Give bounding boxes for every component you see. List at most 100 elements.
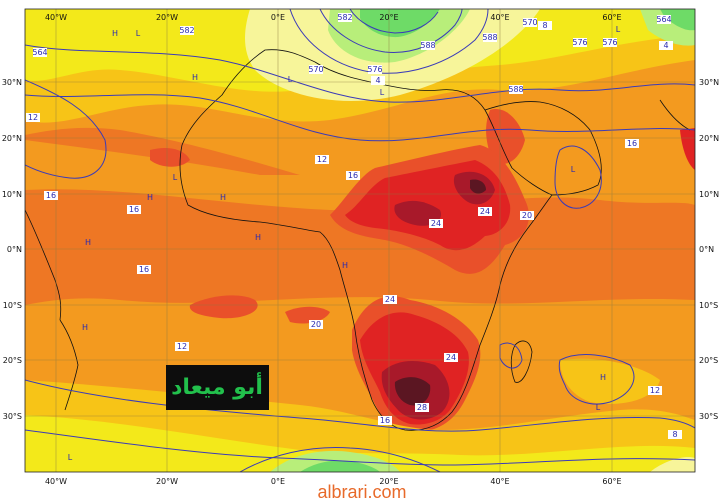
- pressure-mark: H: [112, 29, 118, 38]
- contour-label-bg: [429, 219, 443, 228]
- contour-label-text: 570: [522, 18, 537, 27]
- contour-label-text: 16: [139, 265, 149, 274]
- contour-labels: 564 570 582 588 576 588 576 582 588 564 570 576 12 12…: [26, 13, 682, 439]
- contour-label-text: 12: [28, 113, 38, 122]
- lat-label-right: 20°N: [699, 134, 719, 143]
- contour-label-text: 12: [317, 155, 327, 164]
- contour-label: 16: [378, 416, 392, 425]
- pressure-mark: H: [85, 238, 91, 247]
- contour-label-bg: [175, 342, 189, 351]
- contour-label: 24: [383, 295, 397, 304]
- contour-label-text: 20: [522, 211, 532, 220]
- contour-label: 582: [179, 26, 195, 35]
- color-fill-layer: [25, 9, 695, 472]
- pressure-mark: H: [600, 373, 606, 382]
- contour-label-text: 564: [656, 15, 671, 24]
- lat-label-left: 20°S: [3, 356, 22, 365]
- contour-label-bg: [378, 416, 392, 425]
- lon-label-top: 20°W: [156, 13, 178, 22]
- contour-label: 576: [602, 38, 618, 47]
- signature-badge-text: أبو ميعاد: [171, 371, 263, 400]
- pressure-mark: L: [596, 403, 601, 412]
- contour-label-text: 16: [348, 171, 358, 180]
- contour-label-bg: [368, 65, 382, 74]
- contour-label-text: 8: [542, 21, 547, 30]
- lon-label-bottom: 60°E: [602, 477, 621, 486]
- pressure-mark: L: [616, 25, 621, 34]
- longitude-labels-bottom: 40°W 20°W 0°E 20°E 40°E 60°E: [45, 477, 622, 486]
- contour-label-bg: [659, 41, 673, 50]
- contour-label: 564: [32, 48, 48, 57]
- lat-label-left: 0°N: [7, 245, 22, 254]
- contour-label-text: 24: [446, 353, 456, 362]
- contour-label: 24: [429, 219, 443, 228]
- contour-label-text: 28: [417, 403, 427, 412]
- contour-label: 12: [175, 342, 189, 351]
- pressure-mark: L: [288, 75, 293, 84]
- contour-label: 12: [648, 386, 662, 395]
- lat-label-left: 10°S: [3, 301, 22, 310]
- pressure-mark: L: [173, 173, 178, 182]
- lat-label-left: 10°N: [2, 190, 22, 199]
- lat-label-right: 30°N: [699, 78, 719, 87]
- contour-label-text: 4: [663, 41, 668, 50]
- contour-label-bg: [127, 205, 141, 214]
- lat-label-left: 20°N: [2, 134, 22, 143]
- pressure-mark: L: [68, 453, 73, 462]
- contour-label-text: 12: [177, 342, 187, 351]
- contour-label: 8: [668, 430, 682, 439]
- lon-label-top: 40°E: [490, 13, 509, 22]
- contour-label-text: 576: [572, 38, 587, 47]
- lon-label-top: 40°W: [45, 13, 67, 22]
- contour-label-bg: [137, 265, 151, 274]
- contour-label-bg: [573, 38, 587, 47]
- pressure-mark: L: [571, 165, 576, 174]
- contour-label: 16: [44, 191, 58, 200]
- map-frame: [24, 8, 696, 473]
- contour-label-bg: [371, 76, 385, 85]
- contour-label-bg: [415, 403, 429, 412]
- contour-label: 20: [520, 211, 534, 220]
- contour-label: 16: [127, 205, 141, 214]
- contour-label: 24: [444, 353, 458, 362]
- contour-label-text: 4: [375, 76, 380, 85]
- contour-label: 24: [478, 207, 492, 216]
- lon-label-top: 0°E: [271, 13, 285, 22]
- contour-label-bg: [33, 48, 47, 57]
- longitude-labels-top: 40°W 20°W 0°E 20°E 40°E 60°E: [45, 13, 622, 22]
- contour-label: 582: [337, 13, 353, 22]
- contour-label-bg: [523, 18, 537, 27]
- pressure-mark: H: [220, 193, 226, 202]
- lat-label-right: 10°N: [699, 190, 719, 199]
- lat-label-left: 30°S: [3, 412, 22, 421]
- contour-label-text: 24: [431, 219, 441, 228]
- contour-label: 20: [309, 320, 323, 329]
- contour-label-text: 16: [627, 139, 637, 148]
- contour-label-text: 588: [508, 85, 523, 94]
- contour-label-bg: [44, 191, 58, 200]
- contour-label-text: 16: [129, 205, 139, 214]
- pressure-mark: L: [380, 88, 385, 97]
- isolines: [25, 9, 695, 472]
- latitude-labels-right: 30°N 20°N 10°N 0°N 10°S 20°S 30°S: [699, 78, 719, 421]
- contour-label-bg: [444, 353, 458, 362]
- contour-label: 588: [508, 85, 524, 94]
- contour-label: 4: [371, 76, 385, 85]
- contour-label-bg: [26, 113, 40, 122]
- lat-label-right: 20°S: [699, 356, 718, 365]
- contour-label-text: 16: [46, 191, 56, 200]
- contour-label-bg: [478, 207, 492, 216]
- contour-label-bg: [625, 139, 639, 148]
- contour-label-text: 582: [337, 13, 352, 22]
- contour-label-text: 8: [672, 430, 677, 439]
- contour-label-bg: [309, 320, 323, 329]
- contour-label-text: 588: [482, 33, 497, 42]
- contour-label-text: 588: [420, 41, 435, 50]
- contour-label-bg: [180, 26, 194, 35]
- lon-label-bottom: 40°W: [45, 477, 67, 486]
- signature-badge: أبو ميعاد: [166, 365, 269, 410]
- lon-label-bottom: 20°E: [379, 477, 398, 486]
- lon-label-bottom: 40°E: [490, 477, 509, 486]
- contour-label-text: 24: [385, 295, 395, 304]
